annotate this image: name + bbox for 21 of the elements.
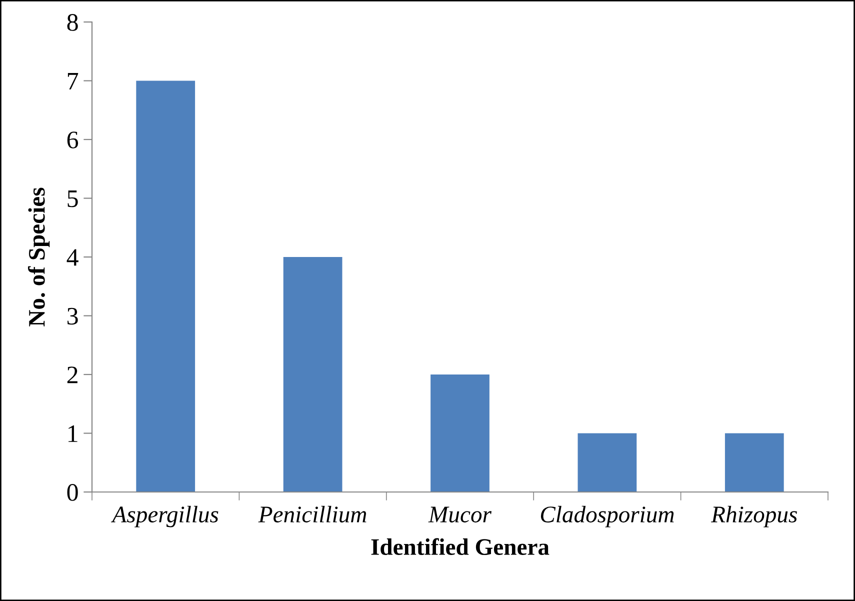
y-axis-title: No. of Species — [28, 188, 50, 326]
bar — [430, 374, 490, 492]
x-tick-label: Penicillium — [258, 506, 366, 523]
y-tick-label: 8 — [67, 14, 78, 31]
y-tick-label: 4 — [66, 249, 78, 266]
bar — [578, 433, 637, 492]
y-tick-label: 2 — [67, 366, 78, 384]
y-tick-label: 0 — [67, 484, 78, 501]
bar — [283, 257, 342, 492]
x-tick-label: Mucor — [428, 506, 492, 523]
x-axis-title: Identified Genera — [371, 538, 550, 556]
bar — [136, 80, 196, 492]
y-tick-label: 1 — [68, 425, 78, 442]
y-tick-label: 6 — [67, 132, 78, 148]
x-tick-label: Aspergillus — [110, 506, 218, 528]
y-tick-label: 5 — [68, 190, 78, 208]
x-tick-label: Cladosporium — [540, 506, 674, 528]
bar — [724, 433, 784, 492]
y-tick-label: 7 — [68, 73, 78, 90]
x-tick-label: Rhizopus — [710, 506, 797, 528]
y-tick-label: 3 — [68, 308, 78, 325]
